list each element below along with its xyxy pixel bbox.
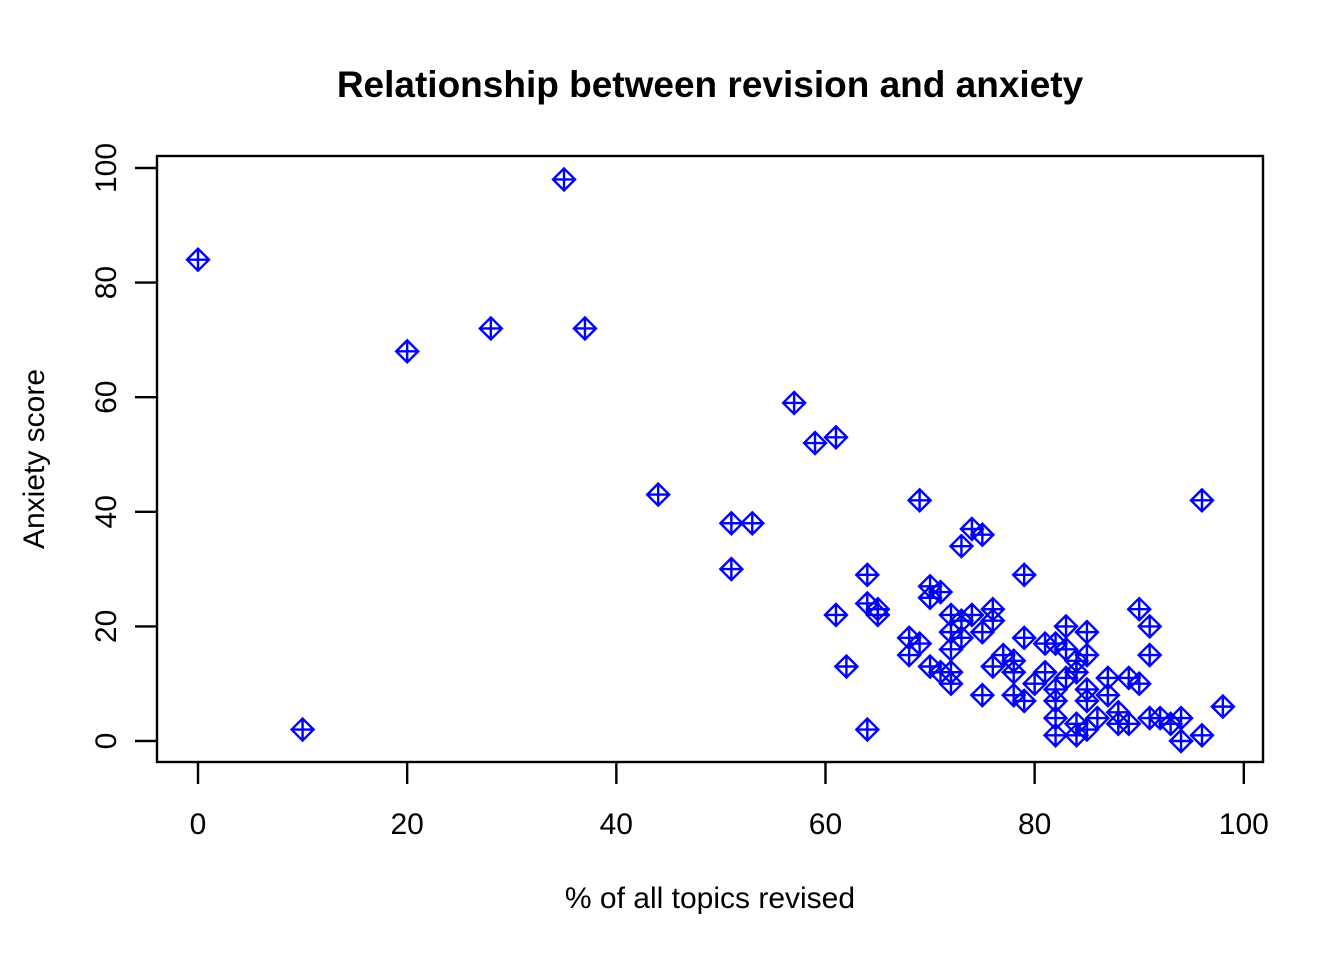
data-point [969,619,996,645]
data-point [823,602,849,628]
data-point [1189,722,1215,748]
y-axis-label: Anxiety score [18,369,51,549]
data-point [1074,716,1100,743]
x-tick-label: 100 [1219,808,1269,841]
data-point [1126,671,1152,697]
data-point [1053,636,1079,663]
data-point [969,522,996,548]
data-point [969,682,996,708]
plot-box [155,154,1265,764]
data-point [1042,722,1069,748]
x-tick-label: 60 [809,808,842,841]
data-point [854,562,881,588]
data-point [865,602,891,628]
data-point [1032,659,1058,685]
data-point [1063,659,1090,685]
data-point [1053,613,1079,640]
data-point [896,642,922,668]
data-point [781,390,807,416]
data-points-layer [185,166,1236,754]
data-point [906,487,933,514]
x-axis-tick-labels: 0 20 40 60 80 100 [190,808,1269,841]
data-point [478,315,504,342]
data-point [718,556,745,582]
y-tick-label: 100 [90,143,123,193]
y-tick-label: 60 [90,381,123,414]
x-tick-label: 80 [1018,808,1051,841]
y-tick-label: 80 [90,266,123,299]
data-point [948,625,975,651]
x-tick-label: 0 [190,808,207,841]
data-point [1168,728,1194,754]
data-point [645,481,671,508]
data-point [1074,642,1100,668]
data-point [1136,642,1163,668]
data-point [1189,487,1215,514]
data-point [1074,688,1100,714]
data-point [802,430,828,456]
data-point [906,630,933,657]
data-point [572,315,598,342]
data-point [917,585,943,611]
data-point [959,602,985,628]
data-point [1136,613,1163,640]
data-point [289,716,316,743]
data-point [185,246,211,273]
data-point [1011,625,1037,651]
y-tick-label: 40 [90,495,123,528]
data-point [938,671,964,697]
data-point [980,653,1006,680]
x-tick-label: 20 [390,808,423,841]
x-axis-ticks [196,762,1246,784]
data-point [823,424,849,451]
data-point [1095,665,1121,691]
data-point [948,533,975,559]
y-tick-label: 0 [90,733,123,750]
data-point [551,166,577,193]
y-axis-tick-labels: 0 20 40 60 80 100 [90,143,123,749]
data-point [1126,596,1152,622]
y-tick-label: 20 [90,610,123,643]
data-point [739,510,765,536]
y-axis-ticks [135,166,157,743]
data-point [1011,688,1037,714]
data-point [1011,562,1037,588]
x-axis-label: % of all topics revised [565,882,855,915]
data-point [854,716,881,743]
data-point [718,510,745,536]
data-point [1168,705,1194,731]
data-point [1074,619,1100,645]
data-point [394,338,420,365]
data-point [1116,711,1142,737]
data-point [1210,693,1236,720]
data-point [1001,659,1027,685]
x-tick-label: 40 [600,808,633,841]
data-point [833,653,860,680]
chart-title: Relationship between revision and anxiet… [337,64,1084,105]
